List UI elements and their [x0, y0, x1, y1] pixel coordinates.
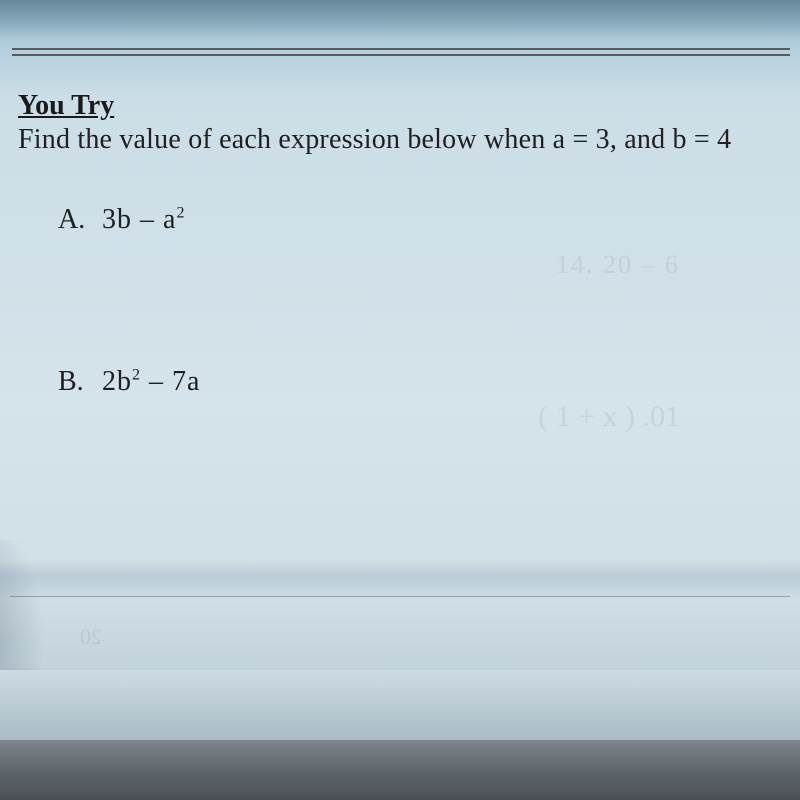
- desk-surface: [0, 740, 800, 800]
- problem-label: B.: [58, 366, 102, 398]
- expr-sup: 2: [132, 367, 141, 384]
- double-rule: [12, 48, 790, 56]
- problem-b: B. 2b2 – 7a: [58, 366, 770, 398]
- ghost-bleed: 20: [80, 624, 102, 650]
- section-heading: You Try: [18, 90, 770, 122]
- paper-fold-shadow: [0, 560, 800, 600]
- problem-list: A. 3b – a2 B. 2b2 – 7a: [58, 204, 770, 398]
- problem-label: A.: [58, 204, 102, 236]
- problem-a: A. 3b – a2: [58, 204, 770, 236]
- content-area: You Try Find the value of each expressio…: [18, 90, 770, 398]
- paper-bottom-edge: 20: [0, 670, 800, 740]
- ghost-bleed: ( 1 + x ) .01: [538, 400, 680, 434]
- problem-expression: 3b – a2: [102, 204, 185, 236]
- top-shadow: [0, 0, 800, 40]
- expr-base: 2b: [102, 366, 132, 397]
- thin-rule: [10, 596, 790, 597]
- prompt-text: Find the value of each expression below …: [18, 124, 770, 156]
- expr-sup: 2: [176, 205, 185, 222]
- worksheet-page: You Try Find the value of each expressio…: [0, 0, 800, 800]
- expr-base: 3b – a: [102, 204, 176, 235]
- expr-tail: – 7a: [141, 366, 200, 397]
- problem-expression: 2b2 – 7a: [102, 366, 200, 398]
